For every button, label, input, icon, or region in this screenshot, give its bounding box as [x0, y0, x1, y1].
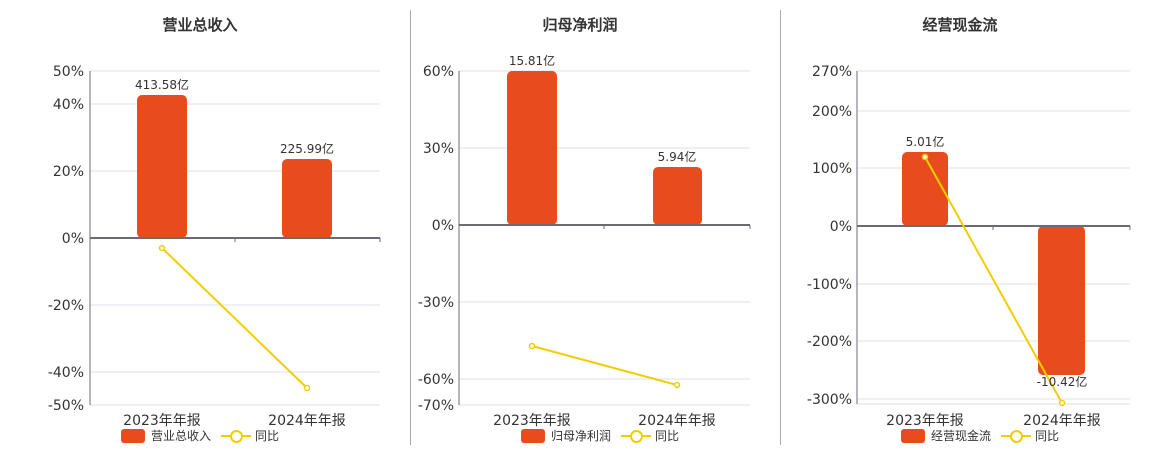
- x-tick: 2024年年报: [1023, 413, 1101, 429]
- bar-2024: [653, 167, 702, 225]
- y-tick: -100%: [807, 277, 852, 293]
- bar-label: 5.01亿: [906, 134, 945, 149]
- legend-line-icon[interactable]: [221, 429, 251, 443]
- y-tick: 60%: [423, 64, 454, 80]
- y-tick: 0%: [432, 218, 454, 234]
- chart-panel-revenue: 营业总收入 50% 40% 20% 0% -20% -40% -5: [0, 0, 400, 450]
- chart-panel-cash-flow: 经营现金流 270% 200% 100% 0% -100% -200% -300…: [760, 0, 1160, 450]
- legend-bar-swatch[interactable]: [900, 428, 925, 443]
- y-tick: 40%: [53, 97, 84, 113]
- bar-2023: [902, 152, 948, 226]
- legend: 营业总收入 同比: [0, 427, 400, 444]
- legend-line-label[interactable]: 同比: [655, 429, 680, 443]
- legend-line-label[interactable]: 同比: [255, 429, 280, 443]
- chart-revenue: 50% 40% 20% 0% -20% -40% -50% 413.58亿 22…: [48, 64, 381, 429]
- y-tick: -70%: [418, 398, 454, 414]
- divider: [780, 10, 781, 445]
- chart-title: 营业总收入: [162, 16, 238, 34]
- y-tick: 270%: [812, 64, 852, 80]
- x-tick: 2023年年报: [886, 413, 964, 429]
- x-tick: 2023年年报: [493, 413, 571, 429]
- chart-title: 归母净利润: [542, 16, 618, 34]
- legend: 经营现金流 同比: [800, 427, 1160, 444]
- y-tick: -50%: [48, 398, 84, 414]
- y-tick: 100%: [812, 161, 852, 177]
- legend-line-icon[interactable]: [1001, 429, 1031, 443]
- x-tick: 2024年年报: [638, 413, 716, 429]
- bar-2023: [137, 95, 187, 238]
- y-tick: -30%: [418, 295, 454, 311]
- legend: 归母净利润 同比: [420, 427, 780, 444]
- divider: [410, 10, 411, 445]
- y-tick: 20%: [53, 164, 84, 180]
- legend-bar-swatch[interactable]: [120, 428, 145, 443]
- y-tick: -200%: [807, 334, 852, 350]
- y-tick: -40%: [48, 365, 84, 381]
- legend-bar-label[interactable]: 经营现金流: [930, 429, 991, 443]
- bar-label: 15.81亿: [509, 53, 555, 68]
- bar-2024: [1038, 226, 1085, 375]
- bar-label: 5.94亿: [658, 149, 697, 164]
- bar-label: 413.58亿: [135, 77, 189, 92]
- bar-label: 225.99亿: [280, 141, 334, 156]
- chart-title: 经营现金流: [922, 16, 998, 34]
- bar-label: -10.42亿: [1037, 374, 1088, 389]
- chart-cash-flow: 270% 200% 100% 0% -100% -200% -300% 5.01…: [807, 64, 1131, 429]
- legend-line-label[interactable]: 同比: [1035, 429, 1060, 443]
- y-tick: -300%: [807, 392, 852, 408]
- legend-bar-label[interactable]: 营业总收入: [150, 429, 211, 443]
- y-tick: -20%: [48, 298, 84, 314]
- x-tick: 2023年年报: [123, 413, 201, 429]
- legend-bar-label[interactable]: 归母净利润: [550, 429, 611, 443]
- x-tick: 2024年年报: [268, 413, 346, 429]
- y-tick: 30%: [423, 141, 454, 157]
- chart-panel-net-profit: 归母净利润 60% 30% 0% -30% -60% -70% 15.81亿 5…: [380, 0, 780, 450]
- y-tick: 0%: [830, 219, 852, 235]
- legend-line-icon[interactable]: [621, 429, 651, 443]
- y-tick: -60%: [418, 372, 454, 388]
- y-tick: 50%: [53, 64, 84, 80]
- legend-bar-swatch[interactable]: [520, 428, 545, 443]
- y-tick: 200%: [812, 104, 852, 120]
- bar-2024: [282, 159, 332, 238]
- bar-2023: [507, 71, 557, 225]
- y-tick: 0%: [62, 231, 84, 247]
- chart-net-profit: 60% 30% 0% -30% -60% -70% 15.81亿 5.94亿 2…: [418, 53, 751, 429]
